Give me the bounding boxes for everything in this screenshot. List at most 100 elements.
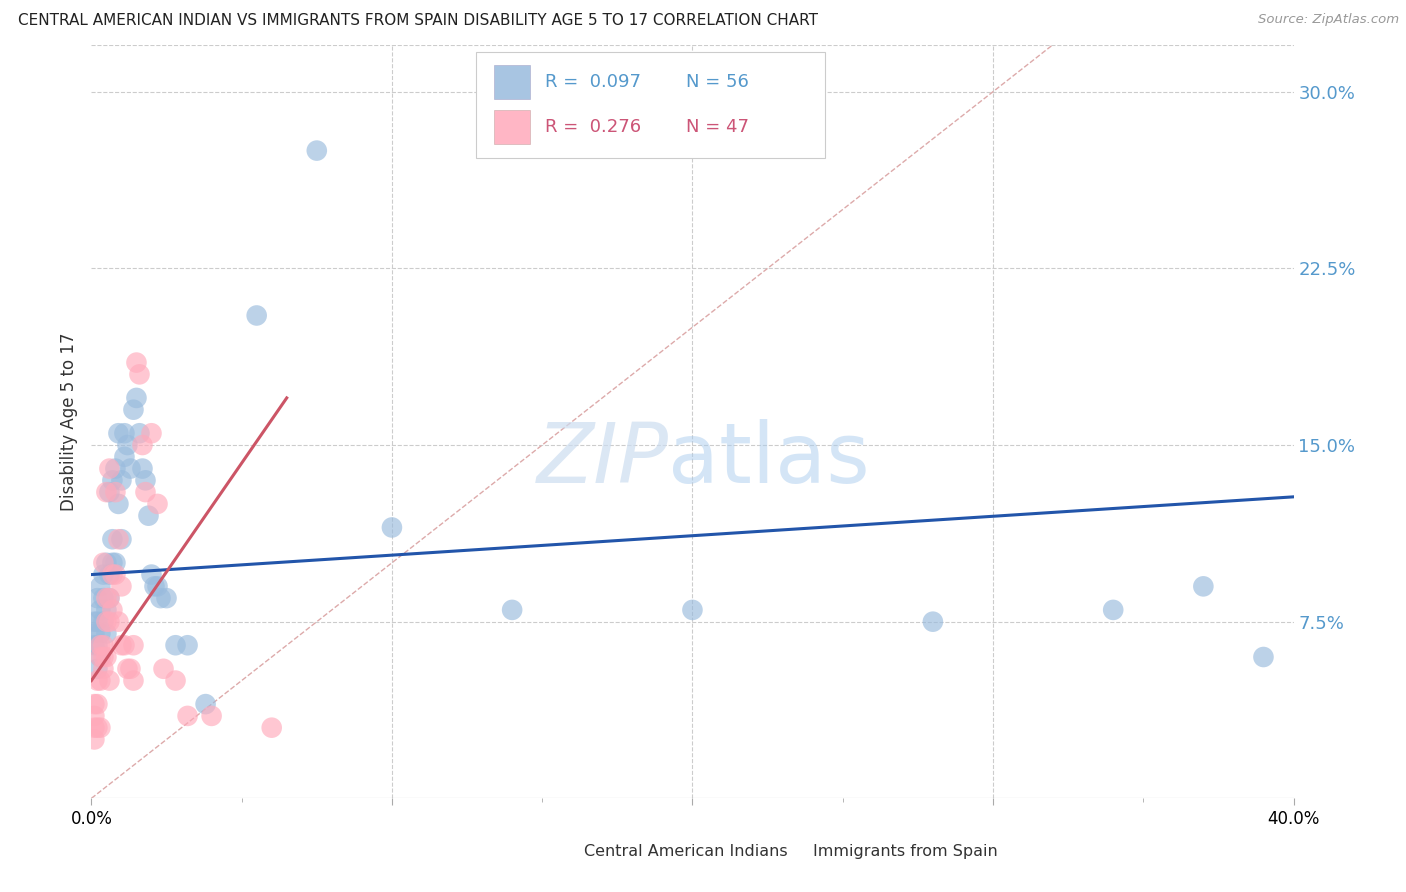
Point [110,579,132,593]
Point [96,485,118,500]
Point [101,603,124,617]
Point [120,461,142,475]
Point [86,662,108,676]
Point [86,615,108,629]
Point [122,638,145,652]
Point [305,144,328,158]
Point [131,438,153,452]
Point [141,426,163,441]
Y-axis label: Disability Age 5 to 17: Disability Age 5 to 17 [59,332,77,511]
Point [98,615,121,629]
Point [143,579,166,593]
Point [98,485,121,500]
Point [110,533,132,547]
Point [83,626,105,640]
Point [83,721,105,735]
Point [107,426,129,441]
Point [104,567,127,582]
Point [114,450,136,464]
Point [98,591,121,606]
Point [149,591,172,606]
Point [107,615,129,629]
Point [125,391,148,405]
Point [101,556,124,570]
Point [146,579,169,593]
Point [83,615,105,629]
Point [89,673,111,688]
Point [131,461,153,475]
Point [93,638,115,652]
Point [128,368,150,382]
Point [98,591,121,606]
Point [1102,603,1125,617]
Point [104,556,127,570]
Text: N = 56: N = 56 [686,73,749,91]
Point [152,662,174,676]
Point [93,650,115,665]
Point [89,626,111,640]
Point [89,579,111,593]
Point [89,721,111,735]
Point [246,309,269,323]
FancyBboxPatch shape [752,839,800,863]
Point [117,662,139,676]
Point [93,615,115,629]
Point [117,438,139,452]
Text: CENTRAL AMERICAN INDIAN VS IMMIGRANTS FROM SPAIN DISABILITY AGE 5 TO 17 CORRELAT: CENTRAL AMERICAN INDIAN VS IMMIGRANTS FR… [18,13,818,29]
Point [260,721,283,735]
Text: R =  0.097: R = 0.097 [544,73,641,91]
Point [134,474,156,488]
FancyBboxPatch shape [477,52,825,158]
Point [98,673,121,688]
Point [381,520,404,534]
Point [83,638,105,652]
Point [176,638,198,652]
Point [86,638,108,652]
Point [86,721,108,735]
Point [501,603,523,617]
Text: R =  0.276: R = 0.276 [544,119,641,136]
Text: ZIP: ZIP [537,418,668,500]
Point [96,615,118,629]
Point [101,567,124,582]
Point [104,461,127,475]
Point [89,650,111,665]
Point [201,709,224,723]
Point [114,638,136,652]
Point [922,615,945,629]
Point [146,497,169,511]
Text: Central American Indians: Central American Indians [585,844,787,859]
Point [98,461,121,475]
Point [86,697,108,711]
Point [110,474,132,488]
Point [96,591,118,606]
Point [681,603,703,617]
Point [86,591,108,606]
Point [89,650,111,665]
Point [138,508,160,523]
Point [89,603,111,617]
FancyBboxPatch shape [494,65,530,99]
Point [96,650,118,665]
Point [107,533,129,547]
Point [96,556,118,570]
Point [101,474,124,488]
Point [104,485,127,500]
Text: Immigrants from Spain: Immigrants from Spain [813,844,997,859]
Point [120,662,142,676]
Point [128,426,150,441]
Point [165,673,187,688]
Point [93,567,115,582]
Point [93,591,115,606]
Point [83,732,105,747]
Point [83,709,105,723]
Point [1192,579,1215,593]
Text: Source: ZipAtlas.com: Source: ZipAtlas.com [1258,13,1399,27]
Text: N = 47: N = 47 [686,119,749,136]
Point [1253,650,1275,665]
Point [107,497,129,511]
Point [125,355,148,369]
Point [96,603,118,617]
FancyBboxPatch shape [494,111,530,145]
Point [141,567,163,582]
